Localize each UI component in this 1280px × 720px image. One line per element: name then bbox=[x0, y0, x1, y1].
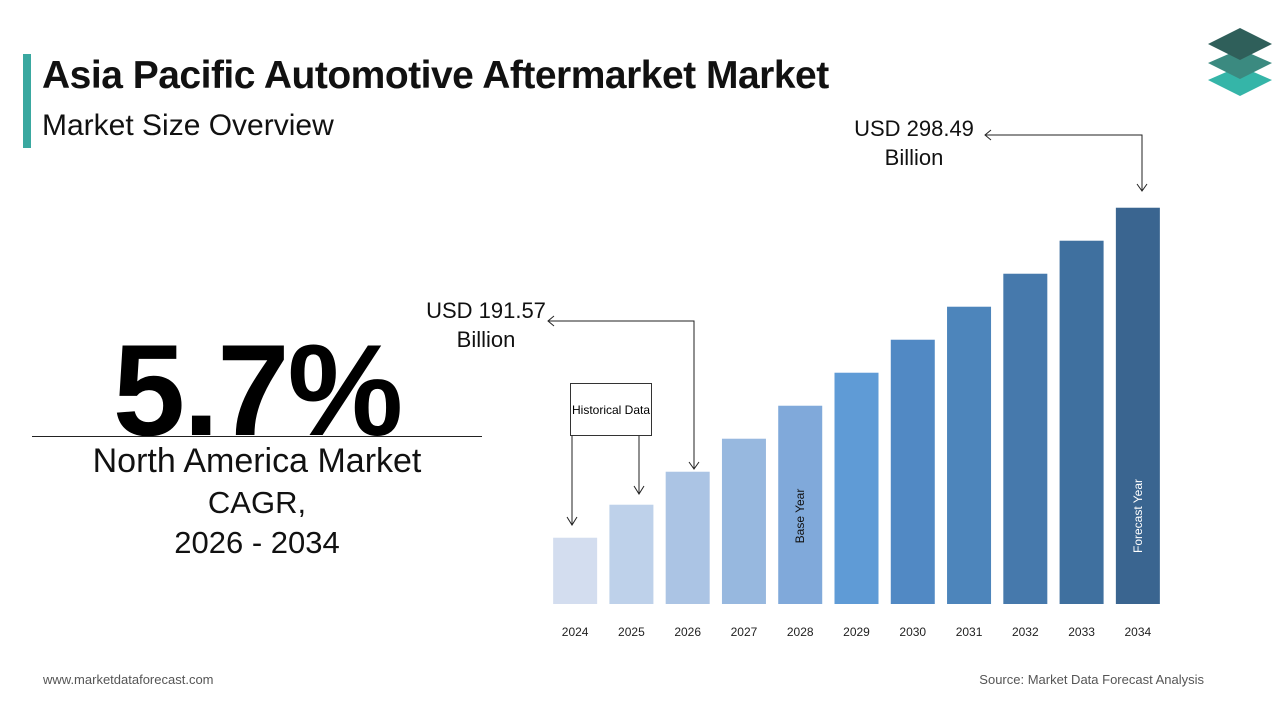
kpi-value: 5.7% bbox=[112, 317, 403, 463]
x-tick-label: 2029 bbox=[843, 625, 870, 639]
x-tick-label: 2034 bbox=[1125, 625, 1152, 639]
footer-website: www.marketdataforecast.com bbox=[43, 672, 214, 687]
base-year-label: Base Year bbox=[793, 489, 807, 544]
bar bbox=[1003, 273, 1048, 604]
logo bbox=[1208, 28, 1272, 96]
forecast-year-label: Forecast Year bbox=[1131, 479, 1145, 553]
x-tick-label: 2030 bbox=[899, 625, 926, 639]
value-label: USD 298.49 Billion bbox=[854, 116, 974, 170]
historical-annotation: Historical Data bbox=[570, 383, 652, 436]
x-tick-label: 2026 bbox=[674, 625, 701, 639]
chart-title: Asia Pacific Automotive Aftermarket Mark… bbox=[42, 54, 829, 97]
bar bbox=[778, 405, 823, 604]
value-label: USD 191.57 Billion bbox=[426, 298, 546, 352]
x-tick-label: 2027 bbox=[731, 625, 758, 639]
bar bbox=[665, 471, 710, 604]
bar bbox=[834, 372, 879, 604]
kpi-caption: CAGR, bbox=[207, 485, 307, 520]
x-tick-label: 2033 bbox=[1068, 625, 1095, 639]
x-tick-label: 2028 bbox=[787, 625, 814, 639]
chart-subtitle: Market Size Overview bbox=[42, 109, 334, 142]
x-tick-label: 2032 bbox=[1012, 625, 1039, 639]
kpi-caption: 2026 - 2034 bbox=[174, 525, 340, 560]
bar bbox=[553, 537, 598, 604]
bar bbox=[1115, 207, 1160, 604]
x-tick-label: 2024 bbox=[562, 625, 589, 639]
bar bbox=[890, 339, 935, 604]
bar bbox=[609, 504, 654, 604]
x-tick-label: 2031 bbox=[956, 625, 983, 639]
x-tick-label: 2025 bbox=[618, 625, 645, 639]
bar bbox=[947, 306, 992, 604]
kpi-rule bbox=[32, 436, 482, 437]
arrows bbox=[547, 129, 1148, 526]
bar bbox=[1059, 240, 1104, 604]
footer-source: Source: Market Data Forecast Analysis bbox=[979, 672, 1204, 687]
title-accent bbox=[23, 54, 31, 148]
bar bbox=[721, 438, 766, 604]
kpi-caption: North America Market bbox=[92, 442, 422, 480]
